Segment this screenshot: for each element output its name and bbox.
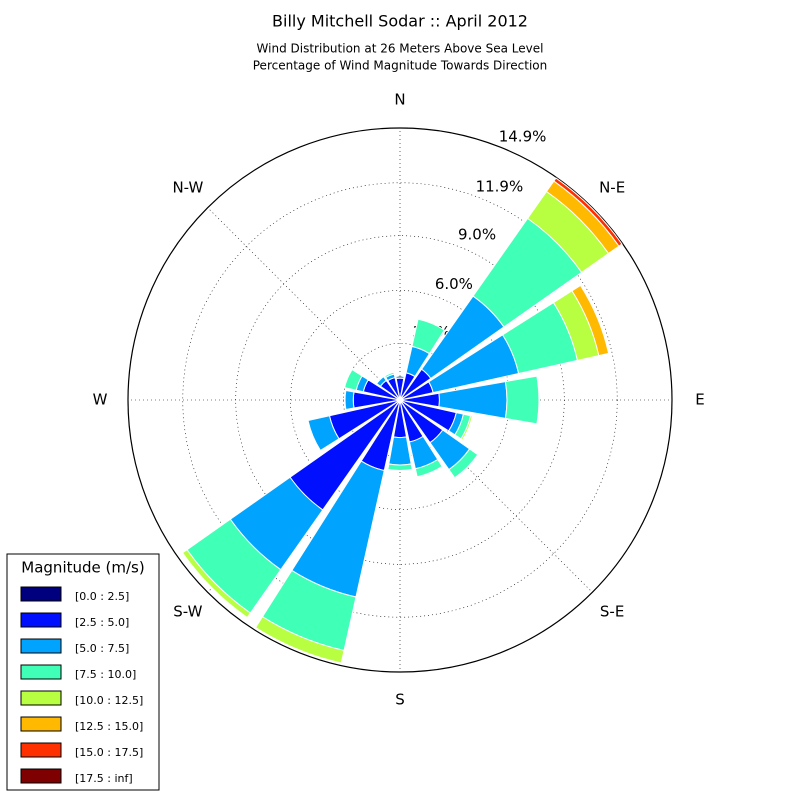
legend-swatch	[20, 638, 62, 654]
legend-label: [2.5 : 5.0]	[75, 616, 129, 629]
outer-frame	[127, 127, 673, 673]
direction-label: N-W	[172, 178, 203, 196]
r-tick-label: 9.0%	[458, 225, 496, 243]
wind-bar-segment	[254, 616, 345, 664]
legend-swatch	[20, 742, 62, 758]
chart-title: Billy Mitchell Sodar :: April 2012	[272, 12, 528, 31]
legend-swatch	[20, 716, 62, 732]
legend-title: Magnitude (m/s)	[21, 559, 144, 577]
direction-label: S	[395, 691, 405, 709]
legend-swatch	[20, 586, 62, 602]
wind-bar-segment	[181, 548, 252, 619]
r-tick-label: 6.0%	[435, 275, 473, 293]
legend-swatch	[20, 664, 62, 680]
wind-bar-segment	[387, 463, 413, 471]
wind-bar-segment	[343, 368, 363, 391]
wind-bar-segment	[414, 458, 443, 478]
legend-swatch	[20, 612, 62, 628]
wind-bar-segment	[307, 415, 340, 452]
wind-bar-segment	[411, 318, 446, 355]
legend-label: [7.5 : 10.0]	[75, 668, 136, 681]
direction-label: N-E	[599, 178, 625, 196]
legend-swatch	[20, 768, 62, 784]
grid-circle	[235, 235, 565, 565]
legend-label: [5.0 : 7.5]	[75, 642, 129, 655]
legend-swatch	[20, 690, 62, 706]
direction-label: E	[695, 391, 704, 409]
chart-subtitle: Percentage of Wind Magnitude Towards Dir…	[253, 59, 547, 73]
angular-grid-line	[207, 207, 401, 401]
legend-label: [12.5 : 15.0]	[75, 720, 143, 733]
legend-label: [17.5 : inf]	[75, 772, 133, 785]
r-tick-label: 11.9%	[476, 177, 524, 195]
chart-subtitle: Wind Distribution at 26 Meters Above Sea…	[257, 42, 544, 56]
wind-bar-segment	[376, 376, 387, 387]
direction-label: S-W	[173, 603, 202, 621]
wind-bar-segment	[571, 284, 610, 357]
direction-label: W	[93, 391, 108, 409]
wind-bar-segment	[384, 371, 395, 379]
grid-circle	[182, 182, 618, 618]
angular-grid-line	[399, 399, 593, 593]
legend-label: [0.0 : 2.5]	[75, 590, 129, 603]
wind-bar-segment	[504, 375, 540, 425]
wind-bar-segment	[553, 177, 623, 247]
wind-bar-segment	[344, 389, 355, 411]
legend-label: [10.0 : 12.5]	[75, 694, 143, 707]
direction-label: S-E	[600, 603, 624, 621]
legend-label: [15.0 : 17.5]	[75, 746, 143, 759]
direction-label: N	[394, 91, 405, 109]
r-tick-label: 14.9%	[499, 128, 547, 146]
wind-bar-segment	[395, 375, 405, 379]
wind-bar-segment	[448, 448, 479, 479]
wind-bar-segment	[460, 415, 473, 441]
